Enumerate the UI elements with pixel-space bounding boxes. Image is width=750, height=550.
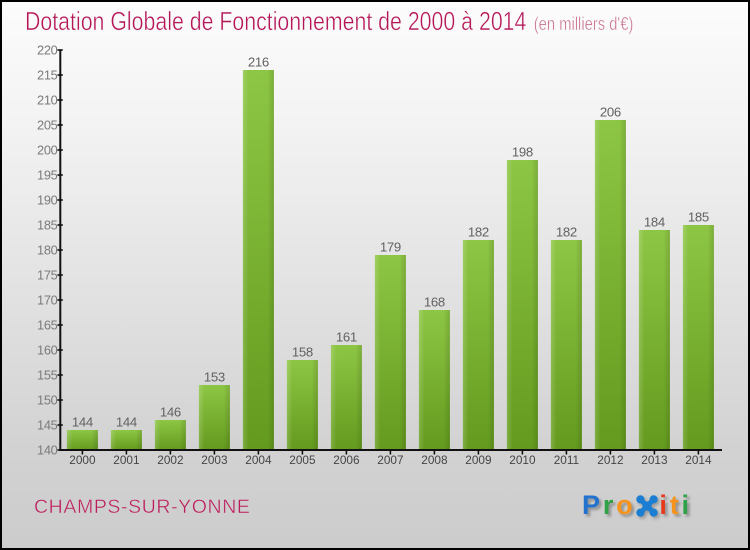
svg-text:155: 155: [37, 368, 58, 383]
svg-text:2011: 2011: [554, 453, 579, 467]
svg-text:182: 182: [468, 225, 489, 240]
svg-text:2002: 2002: [157, 453, 183, 467]
svg-text:2014: 2014: [685, 453, 712, 467]
svg-text:2013: 2013: [641, 453, 668, 467]
svg-text:175: 175: [37, 268, 58, 283]
svg-text:160: 160: [37, 343, 58, 358]
svg-text:220: 220: [37, 43, 58, 58]
svg-text:190: 190: [37, 193, 58, 208]
svg-text:195: 195: [37, 168, 58, 183]
svg-text:215: 215: [37, 68, 58, 83]
svg-text:185: 185: [37, 218, 58, 233]
svg-text:210: 210: [37, 93, 58, 108]
svg-text:185: 185: [688, 210, 709, 225]
svg-text:184: 184: [644, 215, 665, 230]
svg-text:182: 182: [556, 225, 577, 240]
svg-text:2006: 2006: [333, 453, 360, 467]
svg-text:144: 144: [116, 415, 137, 430]
svg-text:2010: 2010: [509, 453, 536, 467]
svg-text:165: 165: [37, 318, 58, 333]
svg-text:170: 170: [37, 293, 58, 308]
svg-text:216: 216: [248, 55, 269, 70]
svg-text:206: 206: [600, 105, 621, 120]
svg-text:145: 145: [37, 418, 58, 433]
svg-text:161: 161: [336, 330, 357, 345]
svg-text:144: 144: [72, 415, 93, 430]
svg-text:2001: 2001: [113, 453, 139, 467]
svg-text:198: 198: [512, 145, 533, 160]
svg-text:2004: 2004: [245, 453, 272, 467]
svg-text:2003: 2003: [201, 453, 228, 467]
svg-text:2008: 2008: [421, 453, 448, 467]
svg-text:2005: 2005: [289, 453, 316, 467]
svg-text:140: 140: [37, 443, 58, 458]
svg-text:2007: 2007: [377, 453, 403, 467]
svg-text:200: 200: [37, 143, 58, 158]
svg-text:2009: 2009: [465, 453, 491, 467]
svg-text:146: 146: [160, 405, 181, 420]
svg-text:168: 168: [424, 295, 445, 310]
svg-text:150: 150: [37, 393, 58, 408]
svg-text:2012: 2012: [597, 453, 623, 467]
svg-text:158: 158: [292, 345, 313, 360]
svg-text:205: 205: [37, 118, 58, 133]
svg-text:153: 153: [204, 370, 225, 385]
svg-text:180: 180: [37, 243, 58, 258]
svg-text:179: 179: [380, 240, 401, 255]
svg-text:2000: 2000: [69, 453, 96, 467]
